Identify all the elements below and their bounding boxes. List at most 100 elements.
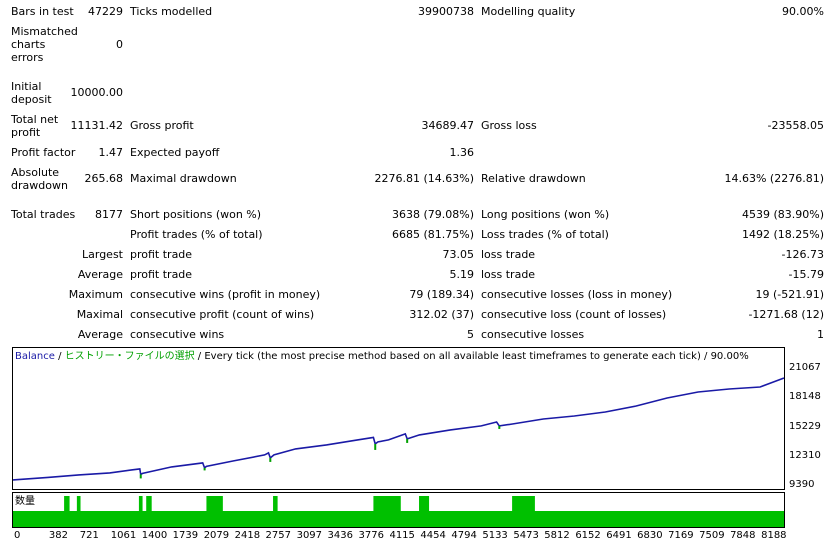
x-tick-label: 2079 <box>203 530 230 541</box>
volume-bar <box>273 496 278 512</box>
x-tick-label: 6152 <box>575 530 601 541</box>
chart-legend: Balance / ヒストリー・ファイルの選択 / Every tick (th… <box>15 350 749 363</box>
volume-bar <box>138 496 143 512</box>
maximum-wins-value: 79 (189.34) <box>409 288 474 301</box>
x-tick-label: 8188 <box>761 530 787 541</box>
profit-trades-label: Profit trades (% of total) <box>130 228 263 241</box>
average-profit-value: 5.19 <box>449 268 475 281</box>
bars-in-test-label: Bars in test <box>11 5 74 18</box>
ticks-modelled-label: Ticks modelled <box>130 5 213 18</box>
y-tick-label: 12310 <box>789 449 821 461</box>
volume-bar <box>373 496 401 512</box>
bars-in-test-value: 47229 <box>88 5 123 18</box>
expected-payoff-label: Expected payoff <box>130 146 220 159</box>
legend-separator: / <box>54 351 65 362</box>
maximum-losses-label: consecutive losses (loss in money) <box>481 288 673 301</box>
loss-trades-label: Loss trades (% of total) <box>481 228 609 241</box>
x-tick-label: 1739 <box>172 530 199 541</box>
maximal-prefix: Maximal <box>76 308 123 321</box>
legend-description: / Every tick (the most precise method ba… <box>194 351 749 362</box>
x-tick-label: 7848 <box>730 530 756 541</box>
x-tick-label: 7169 <box>668 530 694 541</box>
volume-bar <box>206 496 223 512</box>
average-consecutive-losses-value: 1 <box>817 328 824 341</box>
balance-line <box>13 377 784 481</box>
largest-loss-value: -126.73 <box>781 248 824 261</box>
maximal-loss-label: consecutive loss (count of losses) <box>481 308 667 321</box>
x-tick-label: 6491 <box>606 530 632 541</box>
balance-plot <box>13 377 784 481</box>
gross-loss-label: Gross loss <box>481 119 537 132</box>
x-tick-label: 1061 <box>110 530 137 541</box>
profit-factor-label: Profit factor <box>11 146 76 159</box>
maximal-profit-value: 312.02 (37) <box>409 308 474 321</box>
volume-plot <box>13 496 784 527</box>
ticks-modelled-value: 39900738 <box>418 5 474 18</box>
average-loss-value: -15.79 <box>788 268 824 281</box>
initial-deposit-value: 10000.00 <box>70 86 124 99</box>
relative-drawdown-value: 14.63% (2276.81) <box>724 172 824 185</box>
long-positions-label: Long positions (won %) <box>481 208 610 221</box>
maximum-losses-value: 19 (-521.91) <box>755 288 824 301</box>
x-tick-label: 5812 <box>544 530 570 541</box>
x-tick-label: 2418 <box>234 530 261 541</box>
total-trades-label: Total trades <box>11 208 76 221</box>
average-loss-label: loss trade <box>481 268 536 281</box>
x-tick-label: 0 <box>14 530 21 541</box>
x-tick-label: 4794 <box>451 530 477 541</box>
total-trades-value: 8177 <box>95 208 123 221</box>
average-prefix: Average <box>77 268 123 281</box>
average-consecutive-prefix: Average <box>77 328 123 341</box>
average-profit-label: profit trade <box>130 268 193 281</box>
x-tick-label: 5473 <box>513 530 539 541</box>
maximal-profit-label: consecutive profit (count of wins) <box>130 308 315 321</box>
legend-balance: Balance <box>15 351 55 362</box>
legend-history-file: ヒストリー・ファイルの選択 <box>64 351 195 362</box>
maximum-wins-label: consecutive wins (profit in money) <box>130 288 321 301</box>
largest-prefix: Largest <box>82 248 123 261</box>
y-tick-label: 15229 <box>789 420 821 432</box>
average-consecutive-wins-value: 5 <box>467 328 474 341</box>
average-consecutive-wins-label: consecutive wins <box>130 328 225 341</box>
x-tick-label: 3097 <box>296 530 323 541</box>
largest-profit-label: profit trade <box>130 248 193 261</box>
y-tick-label: 21067 <box>789 362 821 374</box>
modelling-quality-value: 90.00% <box>782 5 824 18</box>
x-tick-label: 4115 <box>389 530 415 541</box>
profit-factor-value: 1.47 <box>98 146 124 159</box>
x-tick-label: 2757 <box>265 530 291 541</box>
modelling-quality-label: Modelling quality <box>481 5 576 18</box>
x-tick-label: 4454 <box>420 530 446 541</box>
gross-loss-value: -23558.05 <box>767 119 824 132</box>
maximum-prefix: Maximum <box>68 288 123 301</box>
volume-panel: 数量 <box>12 492 785 528</box>
volume-bar <box>419 496 430 512</box>
volume-bar <box>76 496 81 512</box>
largest-loss-label: loss trade <box>481 248 536 261</box>
total-net-profit-value: 11131.42 <box>70 119 124 132</box>
y-tick-label: 9390 <box>789 479 815 490</box>
volume-bar <box>512 496 535 512</box>
short-positions-label: Short positions (won %) <box>130 208 262 221</box>
profit-trades-value: 6685 (81.75%) <box>391 228 474 241</box>
x-tick-label: 382 <box>48 530 68 541</box>
balance-chart: Balance / ヒストリー・ファイルの選択 / Every tick (th… <box>12 347 785 490</box>
short-positions-value: 3638 (79.08%) <box>391 208 474 221</box>
x-tick-label: 7509 <box>699 530 725 541</box>
maximal-drawdown-label: Maximal drawdown <box>130 172 237 185</box>
total-net-profit-label: Total net profit <box>11 113 59 139</box>
y-tick-label: 18148 <box>789 391 821 403</box>
loss-trades-value: 1492 (18.25%) <box>741 228 824 241</box>
relative-drawdown-label: Relative drawdown <box>481 172 586 185</box>
absolute-drawdown-label: Absolute drawdown <box>11 166 68 192</box>
gross-profit-label: Gross profit <box>130 119 194 132</box>
largest-profit-value: 73.05 <box>442 248 475 261</box>
absolute-drawdown-value: 265.68 <box>84 172 124 185</box>
x-tick-label: 721 <box>79 530 99 541</box>
long-positions-value: 4539 (83.90%) <box>741 208 824 221</box>
x-tick-label: 3436 <box>327 530 353 541</box>
volume-bar <box>146 496 152 512</box>
average-consecutive-losses-label: consecutive losses <box>481 328 585 341</box>
x-tick-label: 5133 <box>482 530 508 541</box>
volume-bar <box>64 496 70 512</box>
